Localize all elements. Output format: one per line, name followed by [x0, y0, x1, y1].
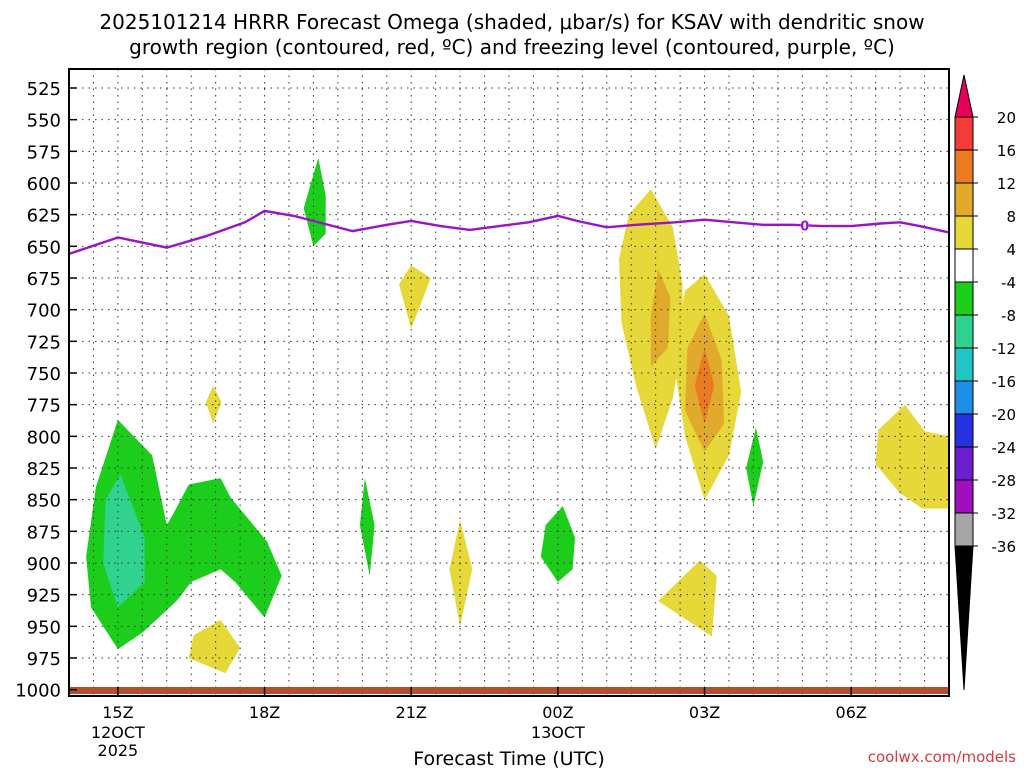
plot-frame: [68, 68, 950, 697]
colorbar-label: -32: [992, 505, 1017, 523]
x-tick-sublabel: 12OCT: [91, 723, 145, 742]
colorbar-box: [954, 413, 974, 448]
omega-region-10: [658, 560, 717, 637]
y-axis: 525 550 575 600 625 650 675 700 725 750 775 800 825 8…: [15, 79, 77, 702]
title: 2025101214 HRRR Forecast Omega (shaded, …: [99, 10, 924, 59]
colorbar-label: 8: [1006, 208, 1016, 226]
x-tick-label: 18Z: [249, 703, 280, 722]
colorbar-box: [954, 215, 974, 250]
colorbar-box: [954, 248, 974, 283]
y-tick-label: 675: [27, 269, 61, 290]
omega-region-5: [875, 404, 949, 509]
x-tick-label: 15Z: [102, 703, 133, 722]
colorbar-box: [954, 116, 974, 151]
omega-region-14: [359, 478, 375, 576]
x-tick-label: 21Z: [396, 703, 427, 722]
omega-region-7: [449, 519, 473, 627]
x-tick-sublabel: 13OCT: [531, 723, 585, 742]
x-tick-label: 06Z: [836, 703, 867, 722]
freezing-level-line: [68, 209, 950, 256]
y-tick-label: 775: [27, 396, 61, 417]
colorbar-label: -36: [992, 538, 1017, 556]
colorbar-label: -16: [992, 373, 1017, 391]
y-tick-label: 750: [27, 364, 61, 385]
colorbar-label: 20: [997, 109, 1016, 127]
ground-band: [69, 687, 949, 694]
y-tick-label: 900: [27, 554, 61, 575]
colorbar: 20 16 12 8 4 -4 -8 -12 -16 -20 -24 -28 -32 -36: [954, 74, 1017, 691]
y-tick-label: 850: [27, 491, 61, 512]
y-tick-label: 800: [27, 427, 61, 448]
colorbar-bottom-arrow: [954, 545, 974, 691]
y-tick-label: 650: [27, 237, 61, 258]
colorbar-label: 12: [997, 175, 1016, 193]
omega-region-16: [746, 427, 764, 506]
y-tick-label: 1000: [15, 681, 61, 702]
colorbar-top-arrow: [954, 74, 974, 118]
omega-region-9: [188, 620, 241, 674]
x-tick-label: 00Z: [542, 703, 573, 722]
colorbar-label: -12: [992, 340, 1017, 358]
title-line-2: growth region (contoured, red, ºC) and f…: [129, 35, 895, 59]
omega-region-13: [103, 474, 145, 608]
colorbar-label: 16: [997, 142, 1016, 160]
y-tick-label: 575: [27, 142, 61, 163]
y-tick-label: 700: [27, 301, 61, 322]
freezing-level-label-bg: [800, 218, 809, 233]
x-tick-sublabel: 2025: [98, 741, 139, 760]
omega-region-4: [694, 347, 715, 424]
colorbar-label: -8: [1001, 307, 1016, 325]
omega-region-11: [303, 157, 326, 247]
y-tick-label: 875: [27, 522, 61, 543]
x-axis-label: Forecast Time (UTC): [413, 748, 604, 768]
y-tick-label: 975: [27, 649, 61, 670]
title-line-1: 2025101214 HRRR Forecast Omega (shaded, …: [99, 10, 924, 34]
colorbar-box: [954, 182, 974, 217]
y-tick-label: 725: [27, 332, 61, 353]
y-tick-label: 550: [27, 111, 61, 132]
colorbar-box: [954, 380, 974, 415]
y-tick-label: 600: [27, 174, 61, 195]
freezing-level-contour: 0: [68, 209, 950, 256]
omega-region-8: [205, 385, 222, 424]
colorbar-label: -28: [992, 472, 1017, 490]
y-tick-label: 825: [27, 459, 61, 480]
colorbar-box: [954, 281, 974, 316]
freezing-level-label: 0: [800, 219, 809, 234]
y-tick-label: 525: [27, 79, 61, 100]
omega-region-6: [399, 265, 431, 329]
x-tick-label: 03Z: [689, 703, 720, 722]
colorbar-label: -24: [992, 439, 1017, 457]
colorbar-box: [954, 314, 974, 349]
colorbar-box: [954, 446, 974, 481]
colorbar-box: [954, 149, 974, 184]
colorbar-box: [954, 512, 974, 547]
y-tick-label: 950: [27, 617, 61, 638]
colorbar-box: [954, 479, 974, 514]
source-credit: coolwx.com/models: [868, 748, 1016, 766]
colorbar-label: 4: [1006, 241, 1016, 259]
colorbar-label: -20: [992, 406, 1017, 424]
colorbar-box: [954, 347, 974, 382]
grid-lines: [69, 69, 949, 696]
omega-region-12: [86, 419, 282, 650]
y-tick-label: 625: [27, 206, 61, 227]
y-tick-label: 925: [27, 586, 61, 607]
colorbar-label: -4: [1001, 274, 1016, 292]
